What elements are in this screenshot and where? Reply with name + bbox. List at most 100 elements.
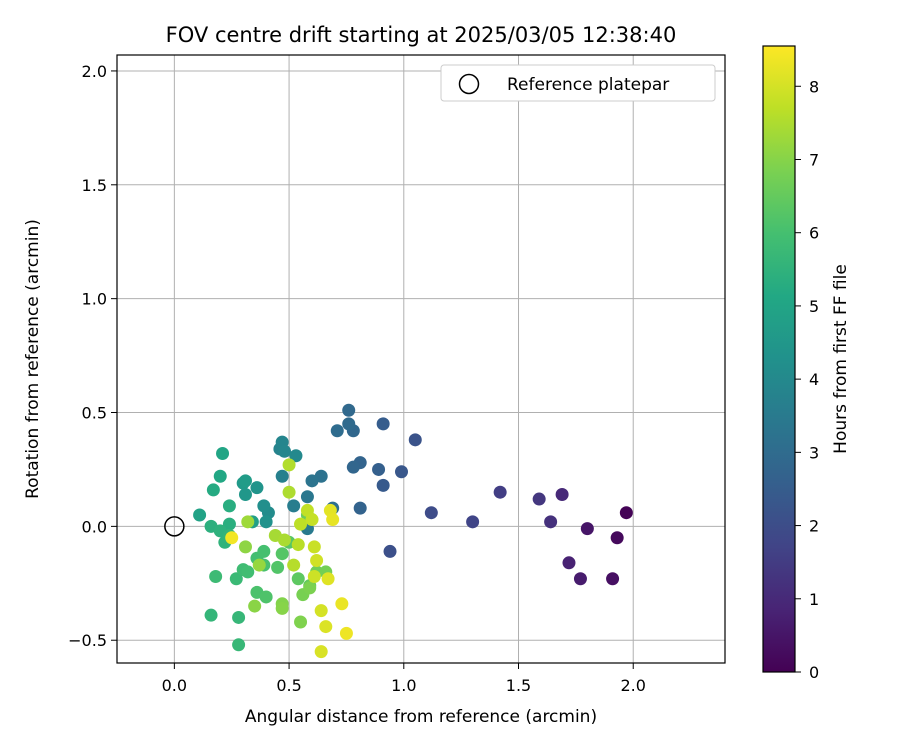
colorbar-tick-label: 6 (809, 224, 819, 243)
scatter-point (342, 403, 356, 417)
legend-label: Reference platepar (507, 75, 669, 95)
scatter-point (310, 554, 324, 568)
scatter-point (238, 487, 252, 501)
scatter-point (372, 462, 386, 476)
scatter-point (277, 533, 291, 547)
scatter-point (562, 556, 576, 570)
legend-box (440, 64, 716, 102)
chart-title: FOV centre drift starting at 2025/03/05 … (166, 23, 677, 47)
scatter-point (259, 515, 273, 529)
y-axis: −0.5 0.0 0.5 1.0 1.5 2.0 (68, 62, 117, 650)
scatter-point (259, 590, 273, 604)
plot-background (117, 55, 725, 663)
scatter-point (216, 447, 230, 461)
scatter-point (282, 458, 296, 472)
scatter-point (222, 517, 236, 531)
legend: Reference platepar (440, 64, 716, 102)
scatter-point (346, 460, 360, 474)
scatter-point (544, 515, 558, 529)
scatter-point (573, 572, 587, 586)
scatter-point (619, 506, 633, 520)
scatter-point (250, 481, 264, 495)
x-axis: 0.0 0.5 1.0 1.5 2.0 (162, 663, 646, 695)
y-axis-label: Rotation from reference (arcmin) (23, 219, 43, 499)
scatter-point (305, 474, 319, 488)
scatter-point (383, 544, 397, 558)
scatter-point (314, 604, 328, 618)
scatter-point (580, 522, 594, 536)
x-tick-label: 1.0 (391, 676, 416, 695)
y-tick-label: 2.0 (82, 62, 107, 81)
colorbar-tick-label: 7 (809, 150, 819, 169)
scatter-point (291, 538, 305, 552)
scatter-point (206, 483, 220, 497)
scatter-point (353, 501, 367, 515)
scatter-point (257, 499, 271, 513)
scatter-point (232, 638, 246, 652)
scatter-point (314, 645, 328, 659)
data-points (193, 403, 633, 659)
y-tick-label: 1.5 (82, 176, 107, 195)
scatter-point (248, 599, 262, 613)
scatter-point (275, 547, 289, 561)
scatter-point (229, 572, 243, 586)
scatter-point (294, 615, 308, 629)
scatter-point (326, 513, 340, 527)
scatter-point (275, 469, 289, 483)
scatter-point (225, 531, 239, 545)
x-tick-label: 1.5 (506, 676, 531, 695)
scatter-point (232, 610, 246, 624)
colorbar-tick-label: 8 (809, 77, 819, 96)
scatter-point (300, 490, 314, 504)
scatter-point (307, 540, 321, 554)
scatter-point (466, 515, 480, 529)
x-axis-label: Angular distance from reference (arcmin) (245, 707, 597, 727)
colorbar-tick-label: 3 (809, 443, 819, 462)
scatter-point (610, 531, 624, 545)
colorbar-tick-label: 4 (809, 370, 819, 389)
x-tick-label: 0.5 (276, 676, 301, 695)
scatter-point (424, 506, 438, 520)
scatter-point (376, 478, 390, 492)
scatter-point (209, 569, 223, 583)
scatter-point (408, 433, 422, 447)
plot-area (116, 54, 726, 664)
scatter-point (222, 499, 236, 513)
scatter-point (238, 474, 252, 488)
scatter-point (238, 540, 252, 554)
scatter-point (342, 417, 356, 431)
scatter-point (252, 558, 266, 572)
y-tick-label: 1.0 (82, 290, 107, 309)
scatter-point (319, 620, 333, 634)
colorbar-tick-label: 2 (809, 517, 819, 536)
scatter-point (287, 558, 301, 572)
scatter-point (330, 424, 344, 438)
x-tick-label: 2.0 (620, 676, 645, 695)
scatter-point (303, 581, 317, 595)
scatter-point (376, 417, 390, 431)
scatter-point (213, 469, 227, 483)
scatter-point (294, 517, 308, 531)
scatter-point (241, 515, 255, 529)
scatter-point (257, 544, 271, 558)
scatter-point (241, 565, 255, 579)
scatter-point (282, 485, 296, 499)
x-tick-label: 0.0 (162, 676, 187, 695)
colorbar-tick-label: 0 (809, 663, 819, 682)
y-tick-label: −0.5 (68, 631, 107, 650)
scatter-point (271, 560, 285, 574)
scatter-point (287, 499, 301, 513)
y-tick-label: 0.0 (82, 517, 107, 536)
scatter-point (204, 608, 218, 622)
scatter-point (335, 597, 349, 611)
colorbar-tick-label: 5 (809, 297, 819, 316)
colorbar-gradient (762, 45, 796, 673)
scatter-point (307, 569, 321, 583)
scatter-point (289, 449, 303, 463)
scatter-point (394, 465, 408, 479)
scatter-point (321, 572, 335, 586)
scatter-point (291, 572, 305, 586)
scatter-point (275, 601, 289, 615)
scatter-point (339, 626, 353, 640)
